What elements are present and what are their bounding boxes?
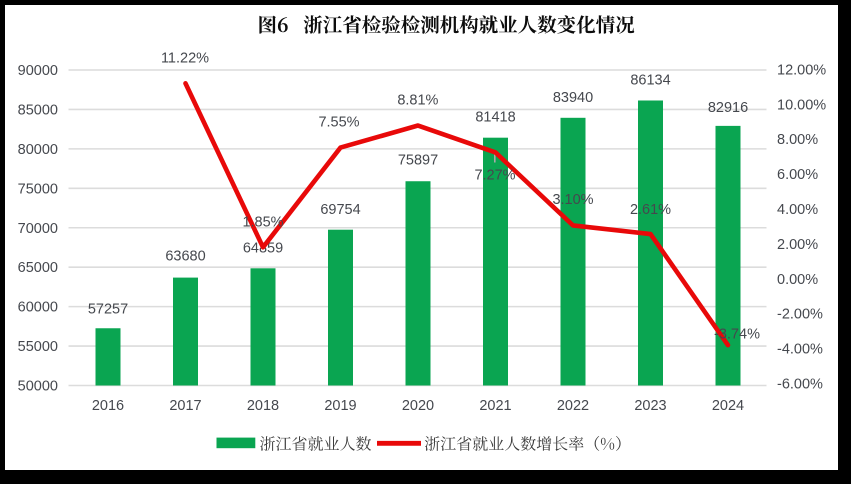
- svg-text:85000: 85000: [18, 102, 58, 118]
- svg-text:-4.00%: -4.00%: [777, 342, 823, 358]
- svg-text:2016: 2016: [92, 398, 124, 414]
- svg-text:12.00%: 12.00%: [777, 62, 826, 78]
- svg-text:2.61%: 2.61%: [630, 202, 671, 218]
- svg-text:-2.00%: -2.00%: [777, 307, 823, 323]
- svg-text:2021: 2021: [479, 398, 511, 414]
- svg-text:0.00%: 0.00%: [777, 272, 818, 288]
- svg-text:70000: 70000: [18, 221, 58, 237]
- svg-text:86134: 86134: [630, 73, 670, 89]
- svg-text:-3.74%: -3.74%: [714, 326, 760, 342]
- svg-text:82916: 82916: [708, 100, 748, 116]
- svg-text:63680: 63680: [165, 248, 205, 264]
- svg-text:75897: 75897: [398, 153, 438, 169]
- svg-text:6.00%: 6.00%: [777, 167, 818, 183]
- svg-text:11.22%: 11.22%: [161, 50, 209, 66]
- svg-text:69754: 69754: [320, 202, 360, 218]
- svg-text:10.00%: 10.00%: [777, 97, 826, 113]
- svg-text:4.00%: 4.00%: [777, 202, 818, 218]
- svg-text:50000: 50000: [18, 379, 58, 395]
- svg-text:2.00%: 2.00%: [777, 237, 818, 253]
- svg-text:2022: 2022: [557, 398, 589, 414]
- svg-text:80000: 80000: [18, 142, 58, 158]
- svg-text:7.27%: 7.27%: [474, 168, 515, 184]
- svg-text:8.00%: 8.00%: [777, 132, 818, 148]
- svg-text:2019: 2019: [324, 398, 356, 414]
- svg-text:55000: 55000: [18, 339, 58, 355]
- svg-text:1.85%: 1.85%: [242, 215, 283, 231]
- svg-text:3.10%: 3.10%: [552, 192, 593, 208]
- svg-text:2018: 2018: [247, 398, 279, 414]
- svg-text:57257: 57257: [88, 302, 128, 318]
- svg-text:8.81%: 8.81%: [397, 93, 438, 109]
- svg-text:-6.00%: -6.00%: [777, 377, 823, 393]
- svg-text:2017: 2017: [169, 398, 201, 414]
- svg-text:2023: 2023: [634, 398, 666, 414]
- svg-text:90000: 90000: [18, 63, 58, 79]
- svg-text:7.55%: 7.55%: [318, 115, 359, 131]
- svg-text:2020: 2020: [402, 398, 434, 414]
- svg-text:65000: 65000: [18, 260, 58, 276]
- svg-text:75000: 75000: [18, 181, 58, 197]
- svg-text:81418: 81418: [475, 110, 515, 126]
- svg-text:60000: 60000: [18, 300, 58, 316]
- svg-text:2024: 2024: [712, 398, 744, 414]
- svg-text:83940: 83940: [553, 90, 593, 106]
